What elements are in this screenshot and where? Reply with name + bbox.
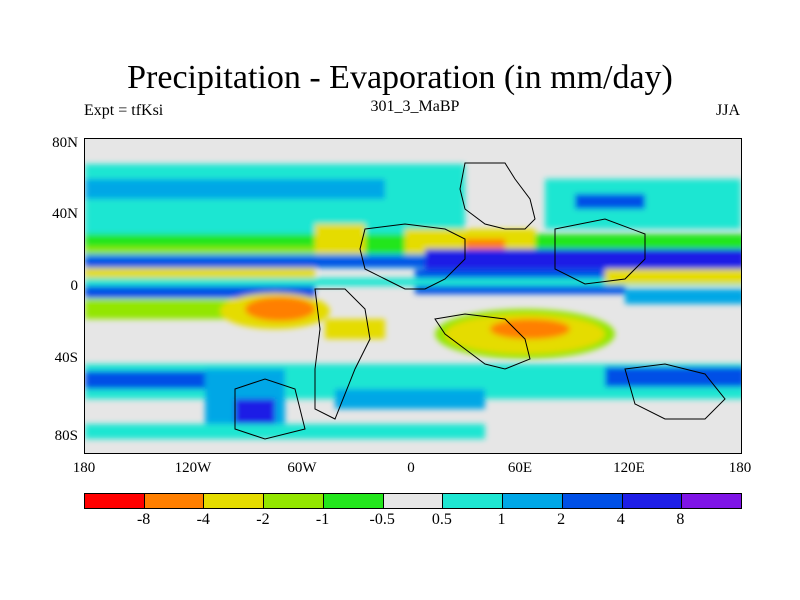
colorbar-tick-label: -1 [315, 511, 330, 528]
colorbar-swatch [144, 494, 205, 508]
colorbar-tick-label: 2 [557, 511, 566, 528]
x-tick-label: 60E [507, 460, 533, 476]
colorbar-tick-label: 4 [616, 511, 625, 528]
x-tick-label: 60W [287, 460, 317, 476]
season-label: JJA [715, 102, 740, 119]
colorbar-swatch [204, 494, 265, 508]
colorbar-tick-label: -4 [196, 511, 210, 528]
colorbar-swatch [264, 494, 324, 508]
y-tick-label: 0 [70, 278, 79, 294]
precip-evap-field [85, 139, 741, 453]
x-tick-label: 120W [174, 460, 212, 476]
experiment-label: Expt = tfKsi [84, 102, 164, 119]
y-tick-label: 40S [54, 350, 78, 366]
colorbar-swatch [622, 494, 683, 508]
colorbar-tick-label: -8 [136, 511, 151, 528]
colorbar-tick-label: 1 [497, 511, 506, 528]
colorbar-swatch [503, 494, 563, 508]
colorbar-tick-label: 8 [676, 511, 685, 528]
y-tick-label: 80N [52, 135, 78, 151]
colorbar-tick-label: 0.5 [431, 511, 452, 528]
x-tick-label: 0 [407, 460, 415, 476]
x-tick-label: 180 [728, 460, 752, 476]
colorbar-swatch [682, 494, 742, 508]
colorbar-swatch [562, 494, 623, 508]
colorbar-tick-label: -2 [256, 511, 270, 528]
map-panel [84, 138, 742, 454]
y-tick-label: 80S [54, 428, 78, 444]
colorbar-swatch [443, 494, 504, 508]
colorbar-swatch [85, 494, 145, 508]
y-tick-label: 40N [52, 206, 78, 222]
x-tick-label: 120E [613, 460, 645, 476]
colorbar-swatch [323, 494, 384, 508]
colorbar-swatch [383, 494, 444, 508]
run-id-label: 301_3_MaBP [370, 98, 460, 115]
colorbar-tick-label: -0.5 [369, 511, 395, 528]
colorbar [84, 493, 742, 509]
x-tick-label: 180 [72, 460, 96, 476]
plot-title: Precipitation - Evaporation (in mm/day) [127, 59, 673, 96]
